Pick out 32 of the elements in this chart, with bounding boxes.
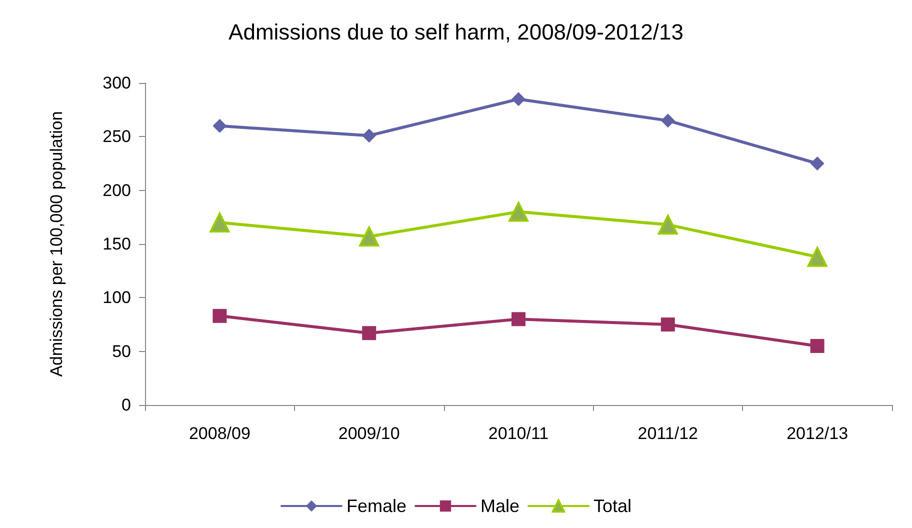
point xyxy=(508,202,528,222)
point xyxy=(810,338,824,353)
y-tick-label: 250 xyxy=(102,127,131,146)
point xyxy=(658,214,678,235)
point xyxy=(660,318,675,332)
legend-label: Male xyxy=(480,496,520,516)
x-tick-label: 2010/11 xyxy=(488,424,549,443)
x-tick-label: 2009/10 xyxy=(338,424,400,443)
chart-title: Admissions due to self harm, 2008/09-2012/13 xyxy=(228,20,684,44)
y-tick-label: 200 xyxy=(102,180,131,200)
point xyxy=(212,308,227,323)
point xyxy=(807,246,828,267)
point xyxy=(362,326,376,340)
point xyxy=(660,114,675,128)
point xyxy=(210,212,230,233)
y-axis-title: Admissions per 100,000 population xyxy=(47,111,66,377)
point xyxy=(212,118,227,133)
legend-label: Female xyxy=(346,496,407,516)
y-tick-label: 100 xyxy=(102,288,131,308)
x-tick-label: 2011/12 xyxy=(638,424,698,443)
point xyxy=(512,92,526,106)
y-tick-label: 300 xyxy=(102,74,131,92)
x-tick-label: 2008/09 xyxy=(188,424,250,443)
point xyxy=(512,312,526,326)
point xyxy=(359,226,380,246)
legend-label: Total xyxy=(594,496,632,516)
y-tick-label: 0 xyxy=(122,396,131,414)
point xyxy=(362,128,376,143)
y-tick-label: 150 xyxy=(102,234,131,254)
point xyxy=(810,156,824,170)
x-tick-label: 2012/13 xyxy=(786,424,848,443)
y-tick-label: 50 xyxy=(112,342,131,361)
